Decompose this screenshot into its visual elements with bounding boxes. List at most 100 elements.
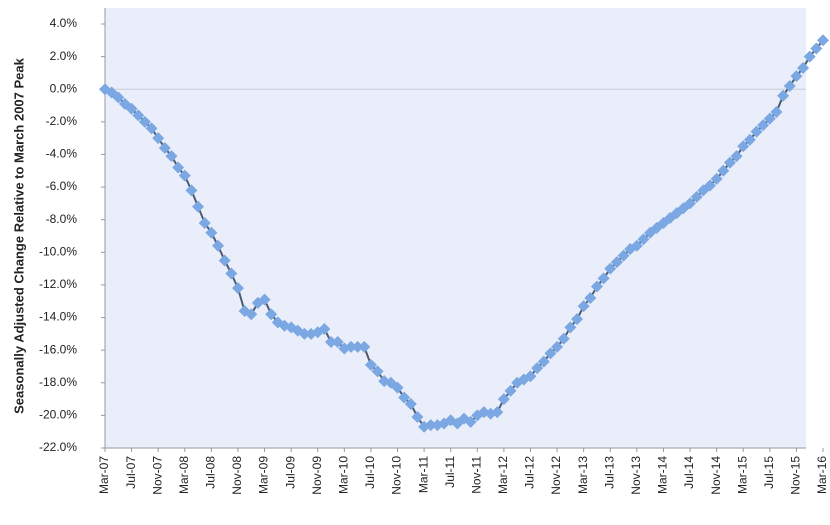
data-point (604, 262, 617, 275)
x-tick-label: Nov-12 (549, 456, 563, 495)
y-tick-label: 4.0% (50, 16, 78, 30)
data-point (571, 313, 584, 326)
y-tick-label: -2.0% (46, 114, 78, 128)
x-tick-label: Jul-14 (682, 456, 696, 489)
data-point (630, 239, 643, 252)
data-point (391, 381, 404, 394)
data-point (750, 125, 763, 138)
data-point (325, 336, 338, 348)
x-tick-label: Mar-10 (337, 456, 351, 494)
x-tick-label: Jul-10 (363, 456, 377, 489)
data-point (610, 256, 623, 269)
data-point (398, 391, 411, 404)
data-point (364, 358, 377, 371)
data-point (212, 239, 225, 252)
data-point (152, 132, 165, 145)
x-tick-label: Nov-08 (230, 456, 244, 495)
x-tick-label: Jul-07 (124, 456, 138, 489)
y-tick-label: -4.0% (46, 147, 78, 161)
data-point (684, 197, 697, 210)
x-tick-label: Mar-13 (576, 456, 590, 494)
x-tick-label: Nov-14 (709, 456, 723, 495)
data-point (690, 190, 703, 203)
y-tick-label: -14.0% (39, 310, 77, 324)
plot-area (105, 8, 806, 448)
y-tick-label: 0.0% (50, 81, 78, 95)
data-point (371, 365, 384, 378)
data-point (504, 384, 517, 397)
data-point (424, 419, 437, 432)
data-point (358, 340, 371, 353)
data-point (783, 79, 796, 92)
data-point (165, 150, 178, 163)
data-point (178, 169, 191, 182)
x-tick-label: Jul-12 (523, 456, 537, 489)
x-tick-label: Mar-16 (815, 456, 829, 494)
x-tick-label: Jul-15 (762, 456, 776, 489)
x-tick-label: Mar-15 (735, 456, 749, 494)
data-point (577, 300, 590, 313)
y-axis-label: Seasonally Adjusted Change Relative to M… (11, 57, 26, 413)
x-tick-label: Mar-07 (97, 456, 111, 494)
data-point (777, 89, 790, 102)
data-point (531, 362, 544, 375)
x-tick-label: Nov-07 (150, 456, 164, 495)
x-tick-label: Mar-09 (257, 456, 271, 494)
data-point (617, 249, 630, 262)
y-tick-label: -22.0% (39, 440, 77, 454)
data-point (790, 70, 803, 83)
data-point (710, 172, 723, 185)
data-point (138, 115, 151, 128)
data-point (537, 355, 550, 368)
data-point (198, 216, 211, 229)
data-point (245, 308, 258, 321)
x-tick-label: Jul-13 (602, 456, 616, 489)
data-point (185, 184, 198, 197)
data-point (723, 156, 736, 169)
data-point (590, 280, 603, 293)
data-point (112, 91, 125, 104)
data-point (318, 322, 331, 335)
y-tick-label: -12.0% (39, 277, 77, 291)
data-point (331, 336, 344, 348)
data-point (231, 282, 244, 295)
data-point (551, 340, 564, 353)
data-point (205, 226, 218, 239)
data-point (797, 62, 810, 75)
y-tick-label: -16.0% (39, 342, 77, 356)
data-point (584, 291, 597, 304)
data-point (404, 397, 417, 410)
x-tick-label: Mar-14 (656, 456, 670, 494)
x-tick-label: Nov-10 (390, 456, 404, 495)
data-point (464, 415, 477, 428)
x-tick-label: Mar-11 (416, 456, 430, 493)
data-point (763, 112, 776, 125)
data-point (757, 119, 770, 132)
y-tick-label: -8.0% (46, 212, 78, 226)
x-tick-label: Mar-08 (177, 456, 191, 494)
data-point (737, 140, 750, 153)
data-point (743, 133, 756, 146)
x-tick-label: Jul-09 (283, 456, 297, 489)
data-point (803, 50, 816, 63)
y-tick-label: 2.0% (50, 49, 78, 63)
data-point (125, 102, 138, 115)
data-point (225, 267, 238, 280)
data-point (810, 42, 823, 55)
data-point (770, 106, 783, 119)
data-point (557, 332, 570, 345)
data-point (564, 321, 577, 334)
data-point (491, 406, 504, 419)
data-point (192, 200, 205, 213)
data-point (597, 272, 610, 285)
data-point (145, 122, 158, 135)
x-tick-label: Jul-08 (204, 456, 218, 489)
x-tick-label: Nov-11 (469, 456, 483, 494)
data-point (351, 340, 364, 353)
data-point (258, 293, 271, 306)
data-point (817, 34, 829, 47)
data-point (730, 150, 743, 163)
data-point (172, 161, 185, 174)
x-tick-label: Nov-09 (310, 456, 324, 495)
